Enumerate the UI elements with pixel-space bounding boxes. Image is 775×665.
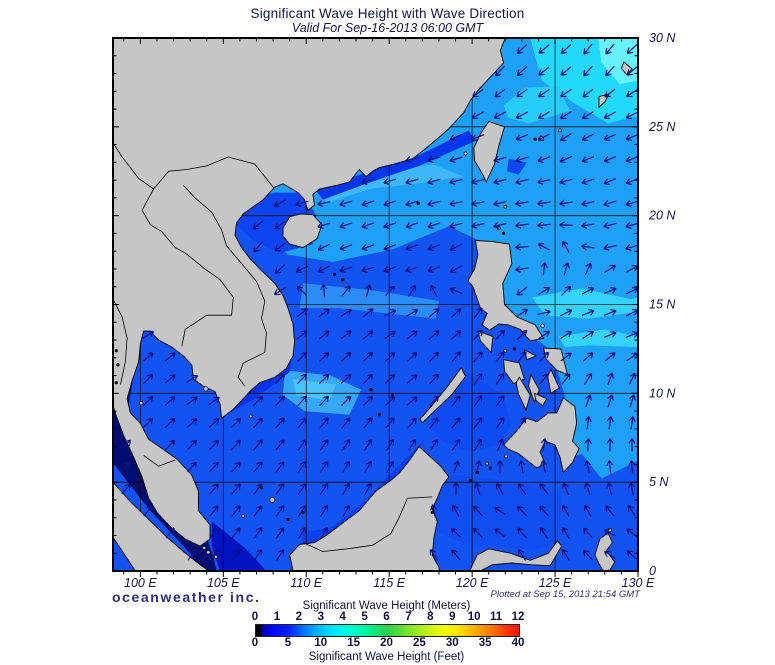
small-islands — [114, 128, 612, 559]
land-bohol — [533, 392, 548, 407]
land-palawan — [419, 366, 467, 424]
plot-subtitle: Valid For Sep-16-2013 06:00 GMT — [291, 21, 484, 35]
lon-label: 120 E — [456, 576, 489, 590]
country-borders — [113, 142, 433, 552]
lon-label: 110 E — [290, 576, 322, 590]
legend-tick: 0 — [251, 611, 259, 623]
lat-label: 15 N — [649, 298, 676, 312]
land-mindoro — [477, 330, 494, 354]
legend-tick: 8 — [427, 611, 434, 623]
colorbar-gradient — [255, 624, 520, 637]
land-hainan — [282, 213, 323, 249]
legend-tick: 25 — [412, 637, 426, 649]
border-laos-myanmar — [141, 188, 154, 211]
land-borneo — [289, 445, 450, 571]
axis-ticks — [113, 37, 639, 577]
lat-label: 5 N — [649, 475, 669, 489]
legend-tick: 6 — [383, 611, 390, 623]
landmasses — [113, 38, 633, 571]
land-negros — [515, 376, 531, 412]
legend-tick: 15 — [347, 637, 360, 649]
legend-feet-ticks: 0 5 10 15 20 25 30 35 40 — [251, 637, 525, 649]
land-taiwan — [473, 120, 506, 183]
legend-tick: 30 — [445, 637, 459, 649]
wave-direction-arrows — [121, 43, 638, 561]
border-vietnam-laos-cambodia — [183, 185, 267, 387]
land-sulawesi — [469, 540, 563, 571]
land-mindanao — [502, 397, 580, 474]
legend-tick: 5 — [284, 637, 292, 649]
legend-tick: 10 — [314, 637, 328, 649]
border-malaysia-indonesia — [302, 496, 433, 552]
legend-tick: 11 — [490, 611, 503, 623]
land-samar — [542, 347, 569, 376]
legend-tick: 3 — [317, 611, 324, 623]
legend-meters-ticks: 0 1 2 3 4 5 6 7 8 9 10 11 12 — [251, 611, 525, 623]
plotted-at-timestamp: Plotted at Sep 15, 2013 21:54 GMT — [490, 589, 640, 600]
legend-tick: 7 — [405, 611, 412, 623]
legend-tick: 4 — [339, 611, 346, 623]
legend-tick: 9 — [449, 611, 456, 623]
plot-title: Significant Wave Height with Wave Direct… — [250, 6, 525, 21]
border-malaysia-thailand — [143, 455, 176, 467]
latitude-labels: 0 5 N 10 N 15 N 20 N 25 N 30 N — [648, 31, 676, 578]
lat-label: 30 N — [649, 31, 676, 45]
land-amami — [620, 61, 633, 76]
lon-label: 115 E — [373, 576, 405, 590]
legend-tick: 40 — [511, 637, 525, 649]
lon-label: 125 E — [539, 576, 572, 590]
legend-title-meters: Significant Wave Height (Meters) — [302, 600, 471, 612]
longitude-labels: 100 E 105 E 110 E 115 E 120 E 125 E 130 E — [124, 576, 655, 590]
legend-tick: 5 — [361, 611, 368, 623]
lon-label: 105 E — [207, 576, 240, 590]
legend-tick: 0 — [251, 637, 259, 649]
lat-label: 0 — [649, 564, 656, 578]
legend-tick: 35 — [478, 637, 492, 649]
lon-label: 130 E — [622, 576, 655, 590]
land-sumatra — [113, 481, 210, 571]
lat-label: 10 N — [649, 386, 676, 400]
legend-tick: 2 — [295, 611, 302, 623]
map-layers — [113, 38, 638, 571]
lat-label: 25 N — [648, 120, 676, 134]
lon-label: 100 E — [124, 576, 157, 590]
land-asia-mainland — [113, 38, 506, 547]
legend-title-feet: Significant Wave Height (Feet) — [308, 651, 465, 663]
legend-tick: 20 — [380, 637, 393, 649]
lat-label: 20 N — [648, 209, 676, 223]
land-leyte — [547, 368, 560, 395]
legend-tick: 1 — [273, 611, 281, 623]
land-luzon — [467, 240, 545, 342]
border-laos-thailand-cambodia — [141, 210, 234, 347]
border-china-vietnam-myanmar — [113, 142, 275, 190]
border-myanmar-thailand — [113, 299, 128, 385]
oceanweather-logo: oceanweather inc. — [112, 589, 261, 605]
legend-tick: 12 — [511, 611, 525, 623]
legend-tick: 10 — [467, 611, 481, 623]
